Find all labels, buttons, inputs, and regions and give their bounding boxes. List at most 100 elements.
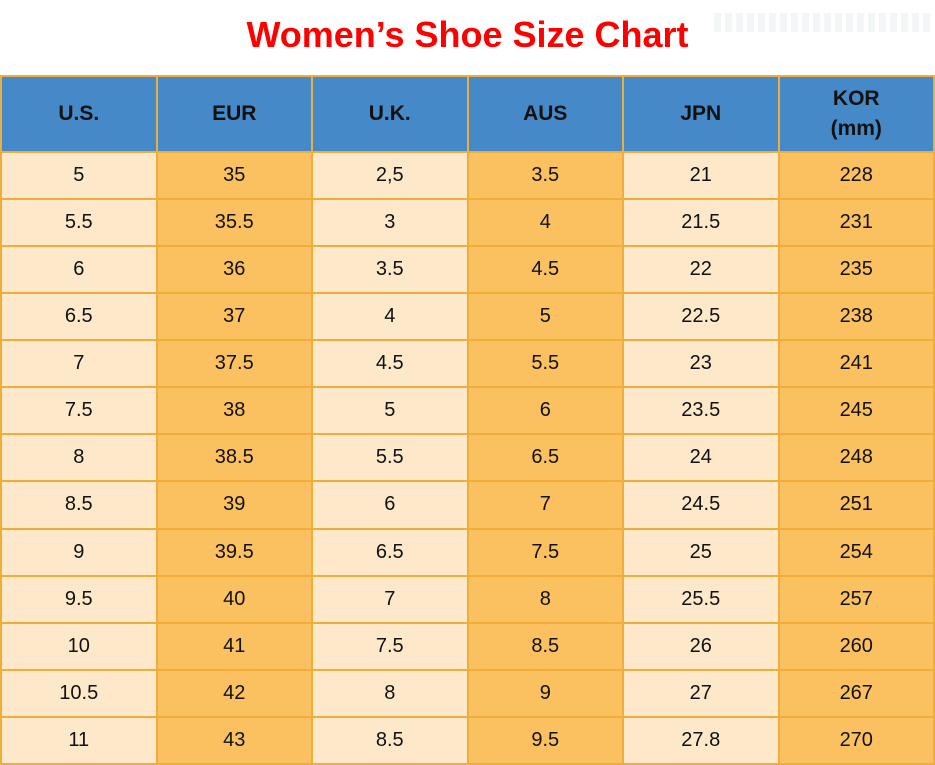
table-cell: 241 [777,339,935,389]
table-cell: 245 [777,386,935,436]
table-row: 5 35 2,5 3.5 21 228 [0,150,935,201]
table-cell: 6.5 [0,292,158,342]
table-cell: 10.5 [0,668,158,718]
table-cell: 23.5 [622,386,780,436]
table-row: 9.5 40 7 8 25.5 257 [0,574,935,624]
table-row: 10 41 7.5 8.5 26 260 [0,621,935,671]
table-row: 8 38.5 5.5 6.5 24 248 [0,433,935,483]
page-title: Women’s Shoe Size Chart [246,14,689,55]
table-body: 5 35 2,5 3.5 21 228 5.5 35.5 3 4 21.5 231 6 36 3.5 4.5 2… [0,150,935,765]
table-cell: 27.8 [622,715,780,765]
column-header: U.K. [311,75,469,153]
table-row: 6 36 3.5 4.5 22 235 [0,245,935,295]
table-cell: 8.5 [0,480,158,530]
table-row: 10.5 42 8 9 27 267 [0,668,935,718]
table-cell: 35.5 [155,198,313,248]
table-cell: 24 [622,433,780,483]
column-header: AUS [466,75,624,153]
column-header: KOR (mm) [777,75,935,153]
table-cell: 9.5 [466,715,624,765]
table-cell: 5 [311,386,469,436]
table-cell: 231 [777,198,935,248]
table-cell: 39.5 [155,527,313,577]
table-cell: 8 [0,433,158,483]
table-cell: 43 [155,715,313,765]
table-cell: 5 [0,150,158,201]
table-cell: 235 [777,245,935,295]
table-cell: 40 [155,574,313,624]
table-cell: 6.5 [311,527,469,577]
table-cell: 26 [622,621,780,671]
table-cell: 7 [466,480,624,530]
table-cell: 7.5 [0,386,158,436]
table-cell: 25 [622,527,780,577]
table-cell: 8.5 [311,715,469,765]
table-cell: 21 [622,150,780,201]
table-cell: 11 [0,715,158,765]
table-cell: 260 [777,621,935,671]
table-cell: 8 [311,668,469,718]
table-cell: 6 [0,245,158,295]
column-header: U.S. [0,75,158,153]
table-cell: 5.5 [311,433,469,483]
watermark-pattern [714,13,932,32]
table-cell: 27 [622,668,780,718]
table-cell: 42 [155,668,313,718]
table-cell: 9 [466,668,624,718]
table-cell: 6.5 [466,433,624,483]
table-cell: 23 [622,339,780,389]
table-cell: 41 [155,621,313,671]
table-cell: 267 [777,668,935,718]
table-cell: 270 [777,715,935,765]
table-cell: 22 [622,245,780,295]
table-cell: 4.5 [311,339,469,389]
table-cell: 7.5 [466,527,624,577]
table-cell: 24.5 [622,480,780,530]
table-row: 11 43 8.5 9.5 27.8 270 [0,715,935,765]
table-row: 6.5 37 4 5 22.5 238 [0,292,935,342]
column-header: EUR [155,75,313,153]
table-cell: 248 [777,433,935,483]
table-cell: 3.5 [466,150,624,201]
table-cell: 5.5 [0,198,158,248]
table-cell: 7 [311,574,469,624]
table-row: 8.5 39 6 7 24.5 251 [0,480,935,530]
table-cell: 38 [155,386,313,436]
table-row: 5.5 35.5 3 4 21.5 231 [0,198,935,248]
table-cell: 6 [311,480,469,530]
table-cell: 8.5 [466,621,624,671]
table-cell: 6 [466,386,624,436]
table-cell: 9 [0,527,158,577]
table-cell: 39 [155,480,313,530]
table-cell: 35 [155,150,313,201]
shoe-size-table: U.S. EUR U.K. AUS JPN KOR (mm) 5 35 2,5 3.5 21 228… [0,75,935,765]
table-cell: 238 [777,292,935,342]
table-cell: 21.5 [622,198,780,248]
table-cell: 254 [777,527,935,577]
table-row: 7.5 38 5 6 23.5 245 [0,386,935,436]
table-cell: 37.5 [155,339,313,389]
table-cell: 7 [0,339,158,389]
column-header: JPN [622,75,780,153]
table-cell: 8 [466,574,624,624]
table-cell: 4 [311,292,469,342]
table-cell: 7.5 [311,621,469,671]
table-cell: 3.5 [311,245,469,295]
table-cell: 22.5 [622,292,780,342]
table-cell: 9.5 [0,574,158,624]
table-cell: 5 [466,292,624,342]
table-cell: 251 [777,480,935,530]
table-cell: 38.5 [155,433,313,483]
table-cell: 228 [777,150,935,201]
table-header: U.S. EUR U.K. AUS JPN KOR (mm) [0,75,935,153]
table-cell: 10 [0,621,158,671]
table-cell: 257 [777,574,935,624]
table-cell: 4 [466,198,624,248]
table-cell: 3 [311,198,469,248]
table-row: 7 37.5 4.5 5.5 23 241 [0,339,935,389]
table-cell: 25.5 [622,574,780,624]
table-cell: 5.5 [466,339,624,389]
table-row: 9 39.5 6.5 7.5 25 254 [0,527,935,577]
table-cell: 37 [155,292,313,342]
table-cell: 36 [155,245,313,295]
